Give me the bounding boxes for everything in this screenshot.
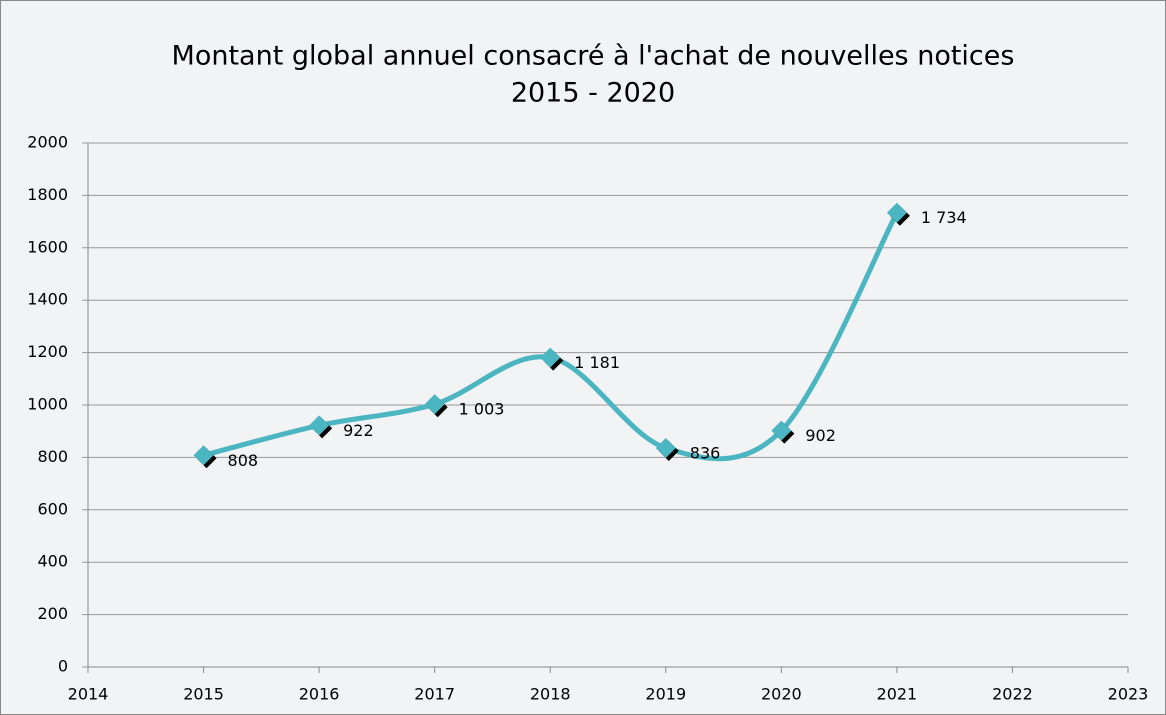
marker <box>424 394 445 415</box>
marker <box>886 202 907 223</box>
y-tick-label: 800 <box>37 447 68 466</box>
y-tick-label: 0 <box>58 657 68 676</box>
marker <box>309 415 330 436</box>
y-tick-label: 1600 <box>27 237 68 256</box>
marker <box>193 445 214 466</box>
marker <box>655 437 676 458</box>
data-label: 1 181 <box>574 353 620 372</box>
y-tick-label: 2000 <box>27 133 68 152</box>
chart-subtitle: 2015 - 2020 <box>511 78 675 109</box>
x-tick-label: 2021 <box>877 685 918 704</box>
marker <box>540 347 561 368</box>
data-label: 808 <box>228 451 259 470</box>
x-tick-label: 2018 <box>530 685 571 704</box>
y-tick-label: 200 <box>37 604 68 623</box>
x-tick-label: 2020 <box>761 685 802 704</box>
data-label: 1 003 <box>459 400 505 419</box>
y-tick-label: 400 <box>37 552 68 571</box>
data-label: 902 <box>805 426 836 445</box>
x-tick-label: 2019 <box>645 685 686 704</box>
y-tick-label: 1400 <box>27 290 68 309</box>
y-tick-label: 1200 <box>27 342 68 361</box>
y-tick-label: 600 <box>37 499 68 518</box>
data-label: 922 <box>343 421 374 440</box>
x-tick-label: 2022 <box>992 685 1033 704</box>
marker <box>771 420 792 441</box>
chart-title: Montant global annuel consacré à l'achat… <box>172 41 1015 72</box>
data-label: 836 <box>690 443 721 462</box>
x-tick-label: 2017 <box>414 685 455 704</box>
x-tick-label: 2014 <box>68 685 109 704</box>
x-tick-label: 2023 <box>1108 685 1149 704</box>
x-tick-label: 2015 <box>183 685 224 704</box>
x-tick-label: 2016 <box>299 685 340 704</box>
data-label: 1 734 <box>921 208 967 227</box>
y-tick-label: 1000 <box>27 395 68 414</box>
y-tick-label: 1800 <box>27 185 68 204</box>
